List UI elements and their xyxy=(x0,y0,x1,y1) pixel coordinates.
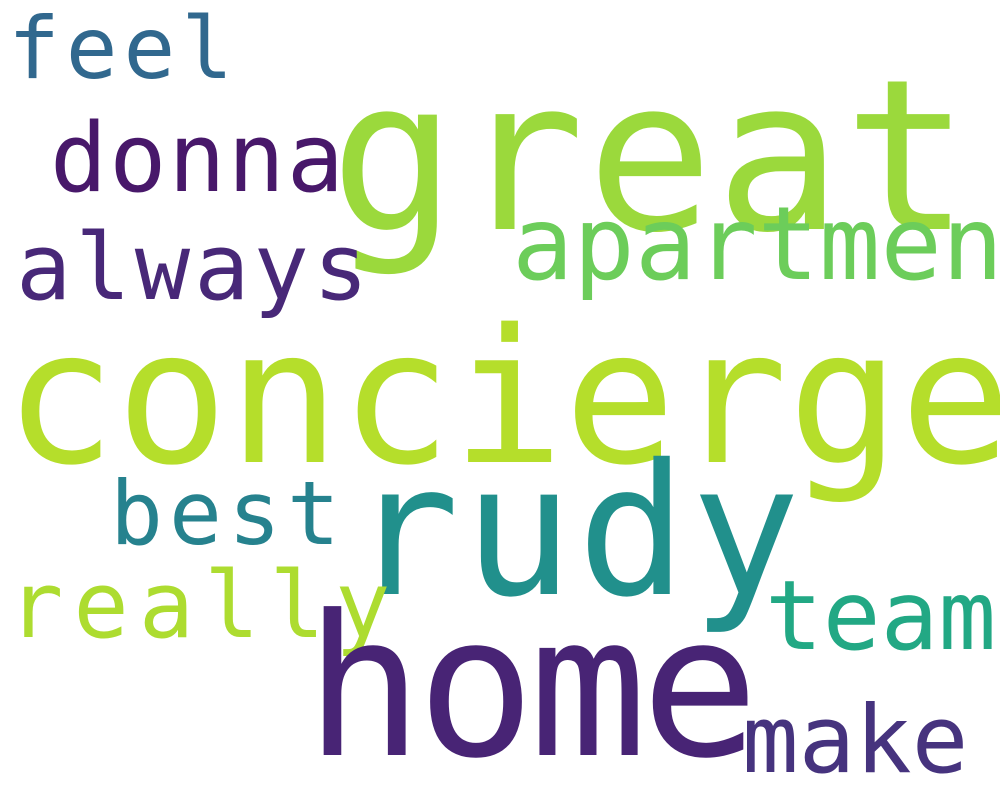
word-best: best xyxy=(110,462,346,565)
word-concierge: concierge xyxy=(4,289,1000,506)
word-apartment: apartment xyxy=(512,185,1000,304)
word-rudy: rudy xyxy=(350,425,805,637)
word-great: great xyxy=(330,34,973,279)
word-really: really xyxy=(8,552,401,659)
word-always: always xyxy=(16,214,373,321)
word-make: make xyxy=(742,686,969,795)
word-team: team xyxy=(765,560,997,672)
word-home: home xyxy=(305,574,759,800)
word-feel: feel xyxy=(8,0,240,99)
word-donna: donna xyxy=(50,104,346,214)
